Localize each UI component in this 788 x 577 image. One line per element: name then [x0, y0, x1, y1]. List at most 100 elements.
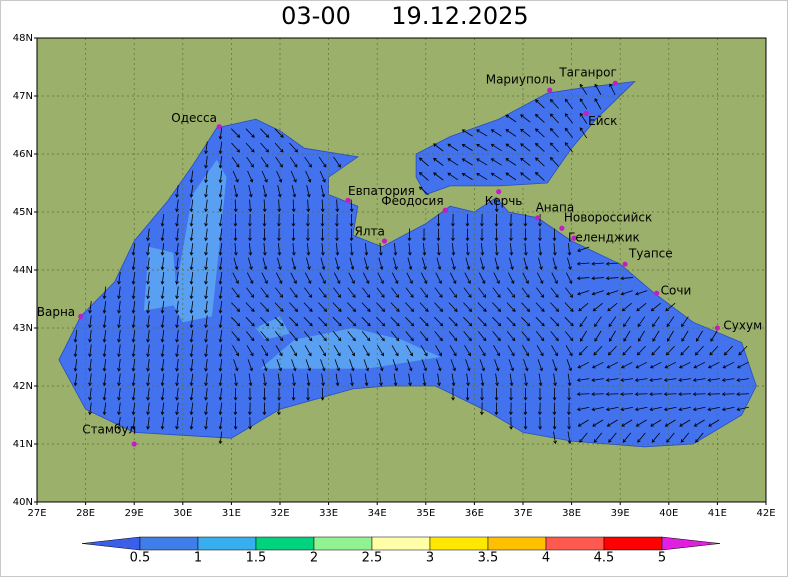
- wave-arrow: [274, 331, 284, 342]
- wave-arrow: [509, 387, 513, 401]
- wave-arrow: [552, 402, 557, 416]
- colorbar-segment: [313, 536, 373, 551]
- wave-arrow: [738, 345, 748, 356]
- wave-arrow: [146, 300, 150, 314]
- wave-arrow: [363, 359, 369, 372]
- city-label: Евпатория: [348, 184, 415, 198]
- wave-arrow: [678, 378, 691, 382]
- wave-arrows: [73, 83, 750, 445]
- wave-arrow: [378, 359, 384, 372]
- city-marker: [496, 189, 502, 195]
- wave-arrow: [666, 316, 675, 328]
- wave-arrow: [591, 361, 604, 369]
- wave-arrow: [189, 387, 194, 401]
- wave-arrow: [189, 402, 194, 416]
- wave-arrow: [318, 316, 328, 327]
- wave-arrow: [564, 113, 573, 124]
- wave-arrow: [189, 257, 194, 271]
- lat-tick-label: 40N: [13, 497, 33, 508]
- wave-arrow: [693, 419, 705, 427]
- wave-arrow: [509, 416, 513, 430]
- wave-arrow: [667, 330, 674, 342]
- wave-arrow: [117, 358, 121, 372]
- wave-arrow: [218, 126, 223, 140]
- wave-arrow: [492, 287, 501, 298]
- wave-arrow: [333, 287, 342, 298]
- wave-arrow: [591, 392, 605, 397]
- wave-arrow: [480, 373, 485, 387]
- wave-arrow: [434, 331, 443, 342]
- wave-arrow: [551, 345, 558, 357]
- wave-arrow: [495, 373, 499, 387]
- wave-arrow: [521, 331, 530, 342]
- wave-arrow: [218, 300, 223, 314]
- wave-arrow: [117, 402, 121, 416]
- wave-arrow: [204, 329, 208, 343]
- wave-arrow: [492, 331, 501, 342]
- wave-arrow: [736, 392, 750, 397]
- wave-arrow: [505, 114, 517, 123]
- wave-arrow: [248, 416, 252, 430]
- wave-arrow: [335, 373, 340, 387]
- colorbar-label: 2: [310, 551, 318, 566]
- wave-arrow: [378, 257, 384, 271]
- wave-arrow: [492, 302, 502, 312]
- wave-arrow: [538, 228, 542, 242]
- lon-tick-label: 42E: [756, 508, 775, 519]
- wave-arrow: [605, 276, 619, 281]
- wave-arrow: [522, 272, 529, 285]
- wave-arrow: [160, 257, 165, 271]
- wave-arrow: [621, 302, 632, 312]
- wave-arrow: [538, 242, 543, 256]
- wave-patch: [173, 159, 227, 323]
- wave-arrow: [576, 378, 590, 382]
- wave-arrow: [131, 329, 136, 343]
- wave-arrow: [291, 185, 297, 198]
- wave-arrow: [204, 242, 208, 256]
- city-label: Одесса: [171, 111, 217, 125]
- wave-arrow: [448, 331, 458, 342]
- wave-arrow: [160, 329, 165, 343]
- wave-arrow: [552, 359, 558, 372]
- wave-arrow: [567, 416, 571, 430]
- wave-arrow: [521, 302, 531, 312]
- wave-arrow: [175, 387, 179, 401]
- wave-arrow: [88, 344, 92, 358]
- wave-arrow: [392, 359, 398, 372]
- wave-arrow: [274, 142, 284, 153]
- lon-tick-label: 31E: [222, 508, 241, 519]
- colorbar-segment: [255, 536, 315, 551]
- wave-arrow: [304, 272, 312, 285]
- wave-arrow: [465, 359, 471, 372]
- wave-arrow: [262, 359, 268, 372]
- wave-arrow: [319, 272, 326, 285]
- wave-arrow: [652, 316, 660, 328]
- wave-arrow: [549, 128, 559, 138]
- wave-arrow: [594, 83, 602, 95]
- wave-arrow: [693, 361, 706, 369]
- wave-arrow: [335, 213, 339, 227]
- wave-arrow: [390, 302, 400, 312]
- wave-arrow: [578, 345, 588, 356]
- wave-arrow: [262, 387, 267, 401]
- wave-arrow: [393, 373, 398, 387]
- wave-arrow: [102, 358, 107, 372]
- wave-arrow: [553, 373, 557, 387]
- wave-arrow: [189, 416, 194, 430]
- wave-arrow: [306, 185, 311, 198]
- wave-arrow: [592, 302, 603, 312]
- wave-arrow: [692, 392, 706, 397]
- wave-arrow: [448, 302, 458, 312]
- wave-arrow: [508, 359, 514, 372]
- wave-arrow: [736, 378, 749, 382]
- wave-arrow: [102, 329, 107, 343]
- wave-arrow: [418, 186, 429, 196]
- wave-arrow: [493, 272, 500, 285]
- wave-arrow: [721, 378, 735, 382]
- lat-tick-label: 43N: [13, 323, 33, 334]
- wave-arrow: [306, 228, 310, 242]
- wave-arrow: [218, 416, 223, 430]
- wave-arrow: [261, 272, 268, 285]
- wave-arrow: [248, 387, 252, 401]
- wave-arrow: [204, 344, 208, 358]
